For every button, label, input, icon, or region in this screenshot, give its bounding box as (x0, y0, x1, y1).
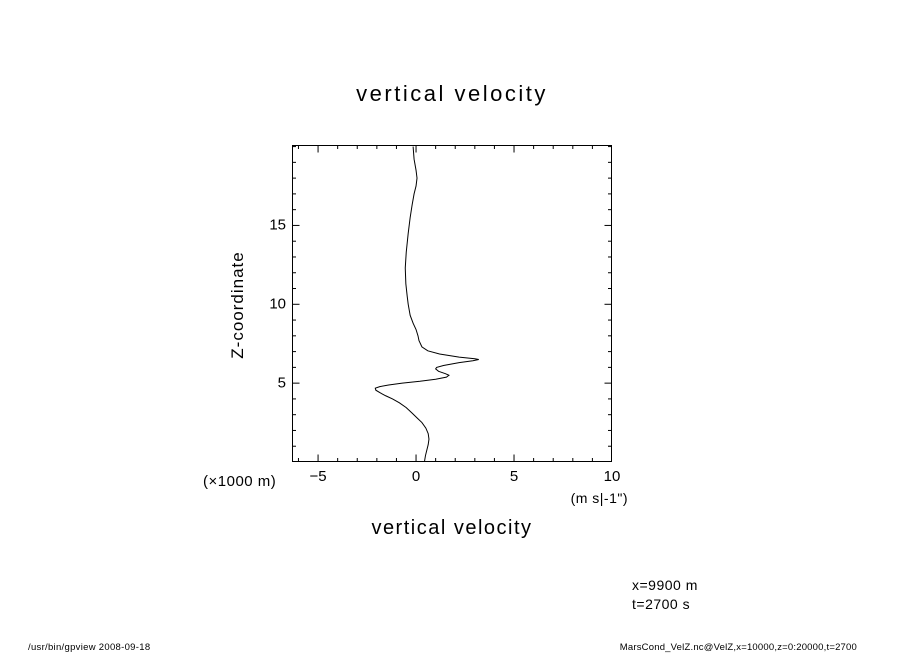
x-tick-label: −5 (309, 468, 327, 485)
y-axis-units: (×1000 m) (203, 473, 277, 490)
y-tick-labels: 5 10 15 (248, 145, 286, 462)
y-tick-label: 5 (277, 374, 286, 392)
y-tick-label: 10 (269, 295, 286, 313)
chart-title: vertical velocity (356, 81, 548, 106)
velocity-profile-chart (292, 145, 612, 462)
annotation-x-position: x=9900 m (632, 577, 698, 593)
plot-area (292, 145, 612, 462)
x-axis-title: vertical velocity (371, 517, 533, 539)
footer-command-date: /usr/bin/gpview 2008-09-18 (28, 642, 151, 653)
footer-source-file: MarsCond_VelZ.nc@VelZ,x=10000,z=0:20000,… (619, 642, 857, 653)
x-tick-label: 10 (603, 468, 621, 485)
y-tick-label: 15 (269, 216, 286, 234)
annotation-block: x=9900 m t=2700 s (632, 576, 698, 614)
x-tick-labels: −5 0 5 10 (292, 468, 621, 486)
x-tick-label: 0 (411, 468, 421, 485)
velocity-profile-line (374, 146, 479, 462)
x-axis-units: (m s|-1") (570, 490, 628, 506)
x-tick-label: 5 (509, 468, 519, 485)
annotation-time: t=2700 s (632, 596, 691, 612)
y-axis-title: Z-coordinate (228, 251, 247, 359)
